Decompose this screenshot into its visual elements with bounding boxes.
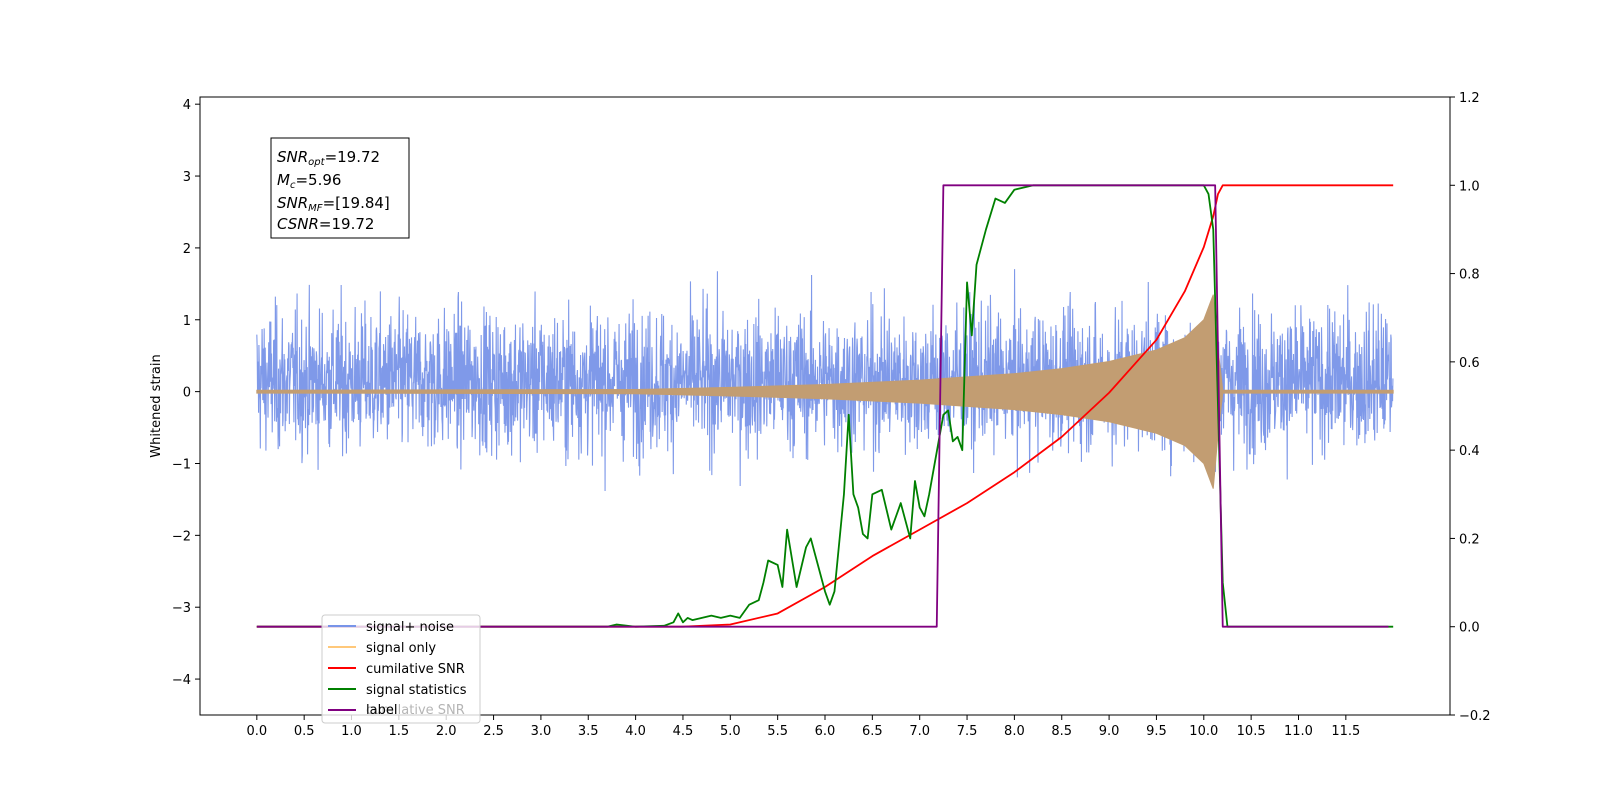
x-tick-label: 10.5 <box>1237 724 1266 739</box>
x-tick-label: 3.5 <box>578 724 599 739</box>
y-axis-label-left: Whitened strain <box>149 354 164 457</box>
y-right-tick-label: 0.2 <box>1459 532 1480 547</box>
x-tick-label: 11.5 <box>1331 724 1360 739</box>
legend-frame <box>321 614 481 724</box>
x-tick-label: 10.0 <box>1189 724 1218 739</box>
y-left-tick-label: 1 <box>183 314 191 329</box>
legend-label-signal: signal only <box>366 641 436 656</box>
x-tick-label: 8.0 <box>1004 724 1025 739</box>
x-tick-label: 7.5 <box>957 724 978 739</box>
y-right-tick-label: 1.2 <box>1459 91 1480 106</box>
legend-overlap-text: cumilative SNR <box>366 703 465 718</box>
y-left-tick-label: 4 <box>183 98 191 113</box>
legend-label-label: label <box>366 703 397 718</box>
y-right-tick-label: 1.0 <box>1459 179 1480 194</box>
x-tick-label: 8.5 <box>1051 724 1072 739</box>
x-tick-label: 5.5 <box>767 724 788 739</box>
y-right-tick-label: 0.8 <box>1459 268 1480 283</box>
y-left-tick-label: −3 <box>172 601 191 616</box>
series-label-line <box>256 184 1389 628</box>
x-tick-label: 1.5 <box>389 724 410 739</box>
x-tick-label: 3.0 <box>531 724 552 739</box>
y-left-tick-label: 0 <box>183 386 191 401</box>
annotation-csnr: CSNR=19.72 <box>277 215 374 233</box>
x-tick-label: 6.0 <box>815 724 836 739</box>
y-left-tick-label: −4 <box>172 673 191 688</box>
x-tick-label: 5.0 <box>720 724 741 739</box>
legend-label-noise: signal+ noise <box>366 620 454 635</box>
legend: signal+ noise signal only cumilative SNR… <box>321 614 481 724</box>
y-right-tick-label: 0.6 <box>1459 356 1480 371</box>
x-tick-label: 1.0 <box>341 724 362 739</box>
x-tick-label: 6.5 <box>862 724 883 739</box>
x-tick-label: 4.0 <box>625 724 646 739</box>
legend-label-statistics: signal statistics <box>366 683 467 698</box>
y-left-tick-label: −1 <box>172 457 191 472</box>
x-tick-label: 9.5 <box>1146 724 1167 739</box>
y-right-tick-label: 0.4 <box>1459 444 1480 459</box>
y-right-tick-label: 0.0 <box>1459 621 1480 636</box>
x-tick-label: 4.5 <box>673 724 694 739</box>
x-tick-label: 0.5 <box>294 724 315 739</box>
legend-label-cumulative: cumilative SNR <box>366 662 465 677</box>
x-tick-label: 0.0 <box>246 724 267 739</box>
series-signal-statistics-line <box>256 184 1394 628</box>
x-tick-label: 2.5 <box>483 724 504 739</box>
y-left-tick-label: 2 <box>183 242 191 257</box>
x-tick-label: 11.0 <box>1284 724 1313 739</box>
x-tick-label: 9.0 <box>1099 724 1120 739</box>
annotation-box: SNRopt=19.72 Mc=5.96 SNRMF=[19.84] CSNR=… <box>270 137 410 239</box>
y-left-tick-label: −2 <box>172 529 191 544</box>
x-tick-label: 2.0 <box>436 724 457 739</box>
annotation-snr-mf: SNRMF=[19.84] <box>277 194 390 214</box>
annotation-snr-opt: SNRopt=19.72 <box>277 148 380 168</box>
annotation-mc: Mc=5.96 <box>277 171 341 191</box>
series-signal-envelope <box>256 294 1394 489</box>
series-cumulative-snr-line <box>256 184 1394 628</box>
y-right-tick-label: −0.2 <box>1459 709 1491 724</box>
x-tick-label: 7.0 <box>909 724 930 739</box>
y-left-tick-label: 3 <box>183 170 191 185</box>
